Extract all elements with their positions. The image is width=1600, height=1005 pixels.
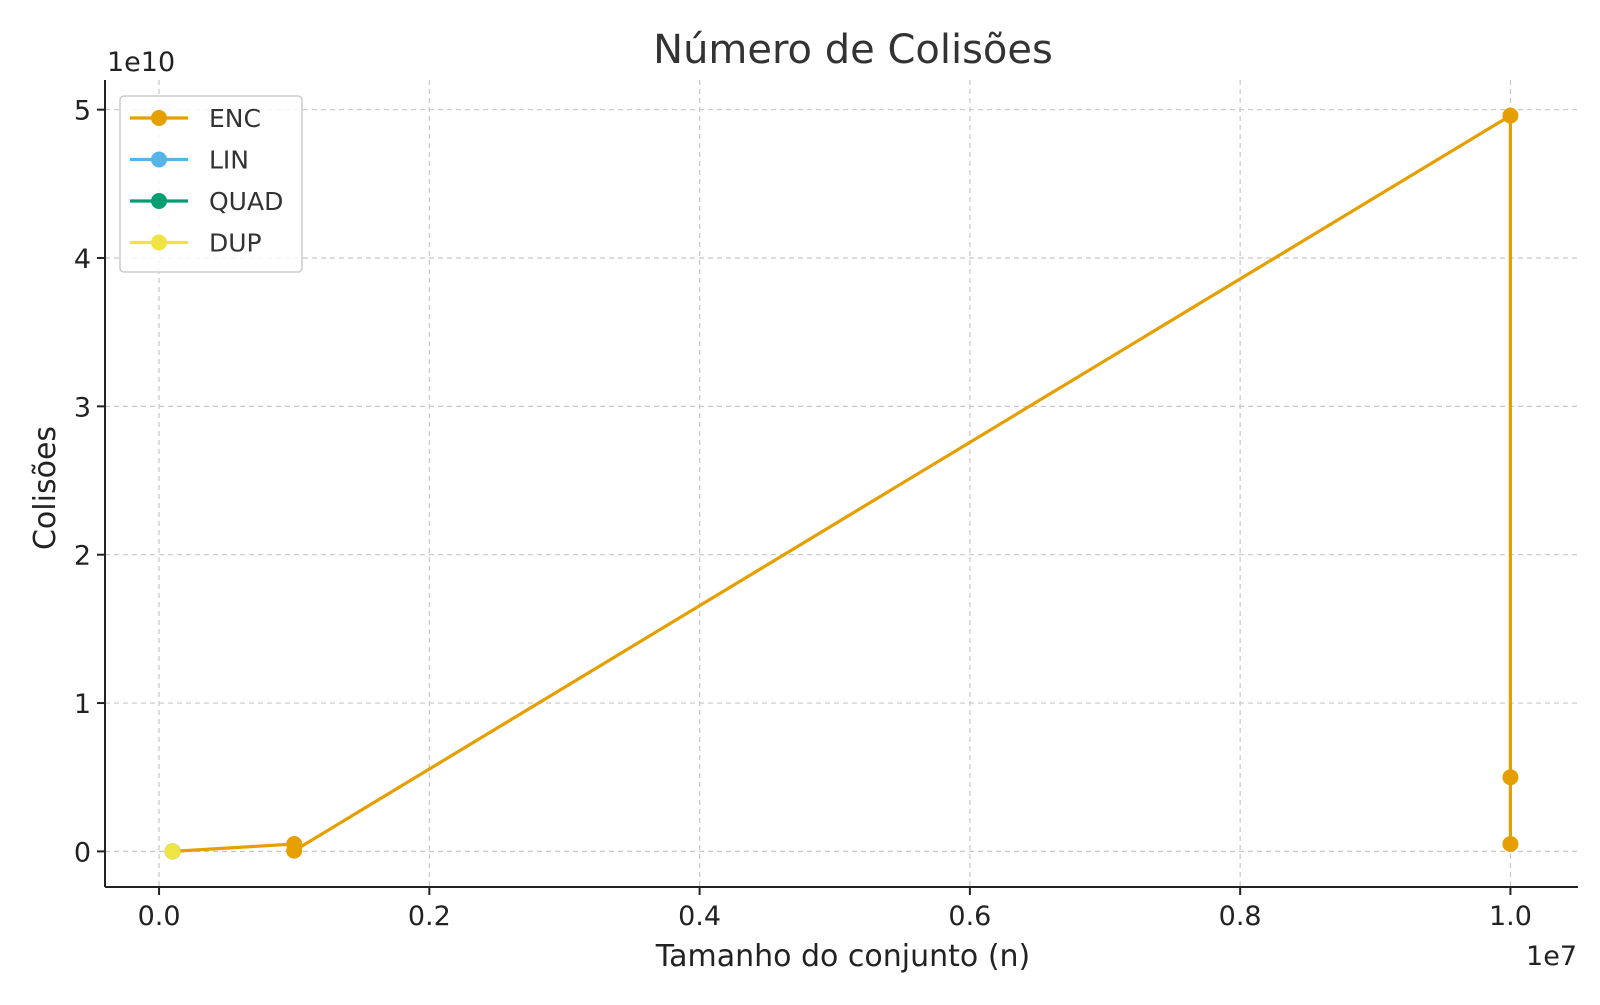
data-point-enc bbox=[1502, 769, 1519, 786]
x-tick-label: 0.2 bbox=[408, 901, 451, 932]
y-tick-label: 3 bbox=[74, 392, 91, 423]
legend-label-dup: DUP bbox=[209, 229, 262, 258]
y-tick-label: 1 bbox=[74, 689, 91, 720]
legend-swatch-marker-quad bbox=[151, 193, 167, 209]
legend-label-enc: ENC bbox=[209, 104, 261, 133]
y-tick-label: 4 bbox=[74, 244, 91, 275]
legend-label-quad: QUAD bbox=[209, 187, 283, 216]
data-point-enc bbox=[286, 842, 303, 859]
series-layer bbox=[164, 107, 1519, 860]
x-tick-label: 1.0 bbox=[1489, 901, 1532, 932]
x-offset-label: 1e7 bbox=[1526, 941, 1577, 972]
x-tick-label: 0.4 bbox=[678, 901, 721, 932]
y-tick-label: 0 bbox=[74, 837, 91, 868]
legend-swatch-marker-lin bbox=[151, 151, 167, 168]
x-tick-label: 0.6 bbox=[948, 901, 991, 932]
y-axis-label: Colisões bbox=[28, 426, 63, 550]
grid-layer bbox=[105, 80, 1578, 887]
data-point-enc bbox=[1502, 107, 1519, 124]
y-tick-label: 5 bbox=[74, 96, 91, 127]
legend-swatch-marker-dup bbox=[151, 234, 167, 251]
y-tick-label: 2 bbox=[74, 541, 91, 572]
legend: ENC LIN QUAD DUP bbox=[119, 95, 303, 273]
data-point-dup bbox=[164, 843, 181, 860]
legend-box bbox=[119, 95, 303, 273]
x-tick-label: 0.8 bbox=[1219, 901, 1262, 932]
chart-title: Número de Colisões bbox=[653, 27, 1053, 73]
x-axis-label: Tamanho do conjunto (n) bbox=[655, 939, 1031, 974]
legend-swatch-marker-enc bbox=[151, 110, 167, 126]
axes-layer: 0.0 0.2 0.4 0.6 0.8 1.0 0 1 2 3 4 5 bbox=[74, 80, 1578, 932]
x-tick-label: 0.0 bbox=[138, 901, 181, 932]
series-line-enc bbox=[172, 113, 1513, 853]
y-offset-label: 1e10 bbox=[107, 47, 175, 78]
data-point-enc bbox=[1502, 835, 1519, 852]
legend-label-lin: LIN bbox=[209, 146, 249, 175]
